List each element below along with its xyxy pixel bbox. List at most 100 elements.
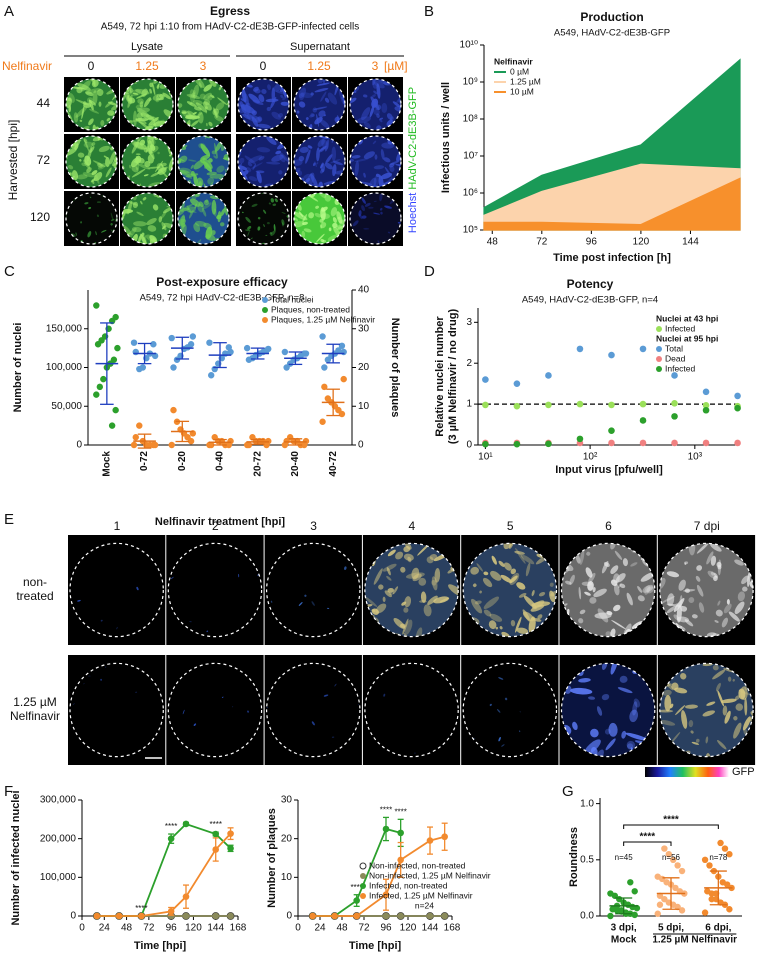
image-signal [330, 206, 338, 217]
image-signal [256, 171, 262, 184]
image-signal [149, 235, 157, 243]
image-signal [327, 92, 338, 105]
image-outline [293, 135, 346, 188]
image-signal [196, 181, 203, 187]
image-signal [182, 709, 185, 715]
image-signal [717, 600, 721, 606]
image-signal [314, 161, 317, 168]
image-outline [364, 542, 459, 638]
image-signal [680, 606, 688, 612]
image-signal [621, 730, 627, 739]
image-signal [198, 82, 202, 89]
data-point [211, 365, 218, 373]
image-signal [696, 565, 703, 571]
x-tick-label: 144 [207, 923, 224, 934]
image-signal [91, 179, 95, 185]
image-signal [358, 210, 362, 217]
image-signal [741, 575, 750, 585]
image-signal [710, 543, 722, 552]
image-signal [482, 577, 493, 588]
image-signal [81, 162, 87, 167]
image-outline [167, 542, 263, 638]
image-outline [237, 135, 290, 188]
data-point [227, 830, 234, 837]
x-tick-label: 96 [166, 923, 178, 934]
data-point [670, 856, 677, 864]
image-signal [132, 201, 139, 209]
data-point [397, 856, 404, 864]
data-point [353, 897, 360, 904]
data-point [114, 344, 121, 352]
n-label: n=45 [615, 853, 634, 862]
image-signal [431, 579, 437, 586]
image-signal [633, 698, 641, 708]
legend-label: Non-infected, 1.25 µM Nelfinavir [369, 870, 491, 880]
panel-title: Egress [210, 4, 250, 18]
image-signal [351, 154, 361, 159]
image-signal [336, 225, 342, 230]
image-signal [749, 580, 754, 589]
image-signal [404, 596, 412, 608]
image-signal [238, 102, 242, 107]
image-signal [326, 607, 330, 609]
legend-label: 10 µM [510, 86, 534, 96]
image-signal [627, 743, 634, 750]
image-signal [232, 706, 234, 708]
image-signal [198, 201, 204, 208]
image-signal [350, 158, 355, 162]
image-signal [245, 229, 251, 232]
image-signal [601, 693, 610, 701]
image-signal [238, 165, 248, 171]
image-fill [364, 663, 459, 757]
image-outline [69, 662, 164, 758]
data-point [608, 427, 615, 434]
image-signal [247, 226, 252, 230]
colorbar [645, 767, 729, 777]
image-signal [75, 99, 90, 106]
image-signal [565, 580, 572, 585]
image-signal [610, 663, 619, 675]
image-signal [137, 98, 144, 105]
image-signal [403, 607, 409, 613]
image-signal [363, 151, 375, 159]
image-signal [578, 618, 584, 624]
image-signal [310, 113, 315, 118]
image-signal [110, 223, 113, 226]
data-point [93, 391, 100, 398]
data-point [639, 417, 647, 424]
image-signal [202, 157, 213, 169]
image-signal [100, 678, 103, 681]
image-signal [84, 202, 89, 205]
image-outline [69, 542, 164, 638]
legend-label: Total [665, 343, 683, 353]
image-signal [384, 590, 392, 598]
image-signal [139, 139, 146, 146]
data-point [607, 912, 614, 920]
y-tick-label: 0 [70, 911, 76, 922]
image-signal [297, 203, 302, 211]
image-signal [429, 554, 438, 561]
y2-tick-label: 40 [358, 285, 370, 296]
image-signal [207, 177, 215, 185]
image-signal [471, 598, 483, 614]
image-signal [666, 571, 680, 578]
image-outline [237, 78, 290, 131]
data-point [211, 434, 218, 441]
chart-title: Post-exposure efficacy [156, 275, 288, 289]
image-signal [274, 198, 278, 203]
data-point [671, 372, 678, 379]
column-label: 2 [212, 519, 219, 533]
image-signal [81, 105, 85, 120]
legend-title: Nelfinavir [494, 56, 533, 66]
legend-label: Infected [665, 323, 696, 333]
image-signal [323, 694, 329, 697]
image-signal [160, 163, 165, 169]
image-signal [201, 207, 207, 217]
image-signal [364, 596, 378, 607]
image-signal [659, 720, 676, 726]
image-outline [349, 135, 402, 188]
image-signal [88, 207, 92, 210]
image-signal [257, 116, 263, 122]
image-signal [587, 696, 596, 700]
